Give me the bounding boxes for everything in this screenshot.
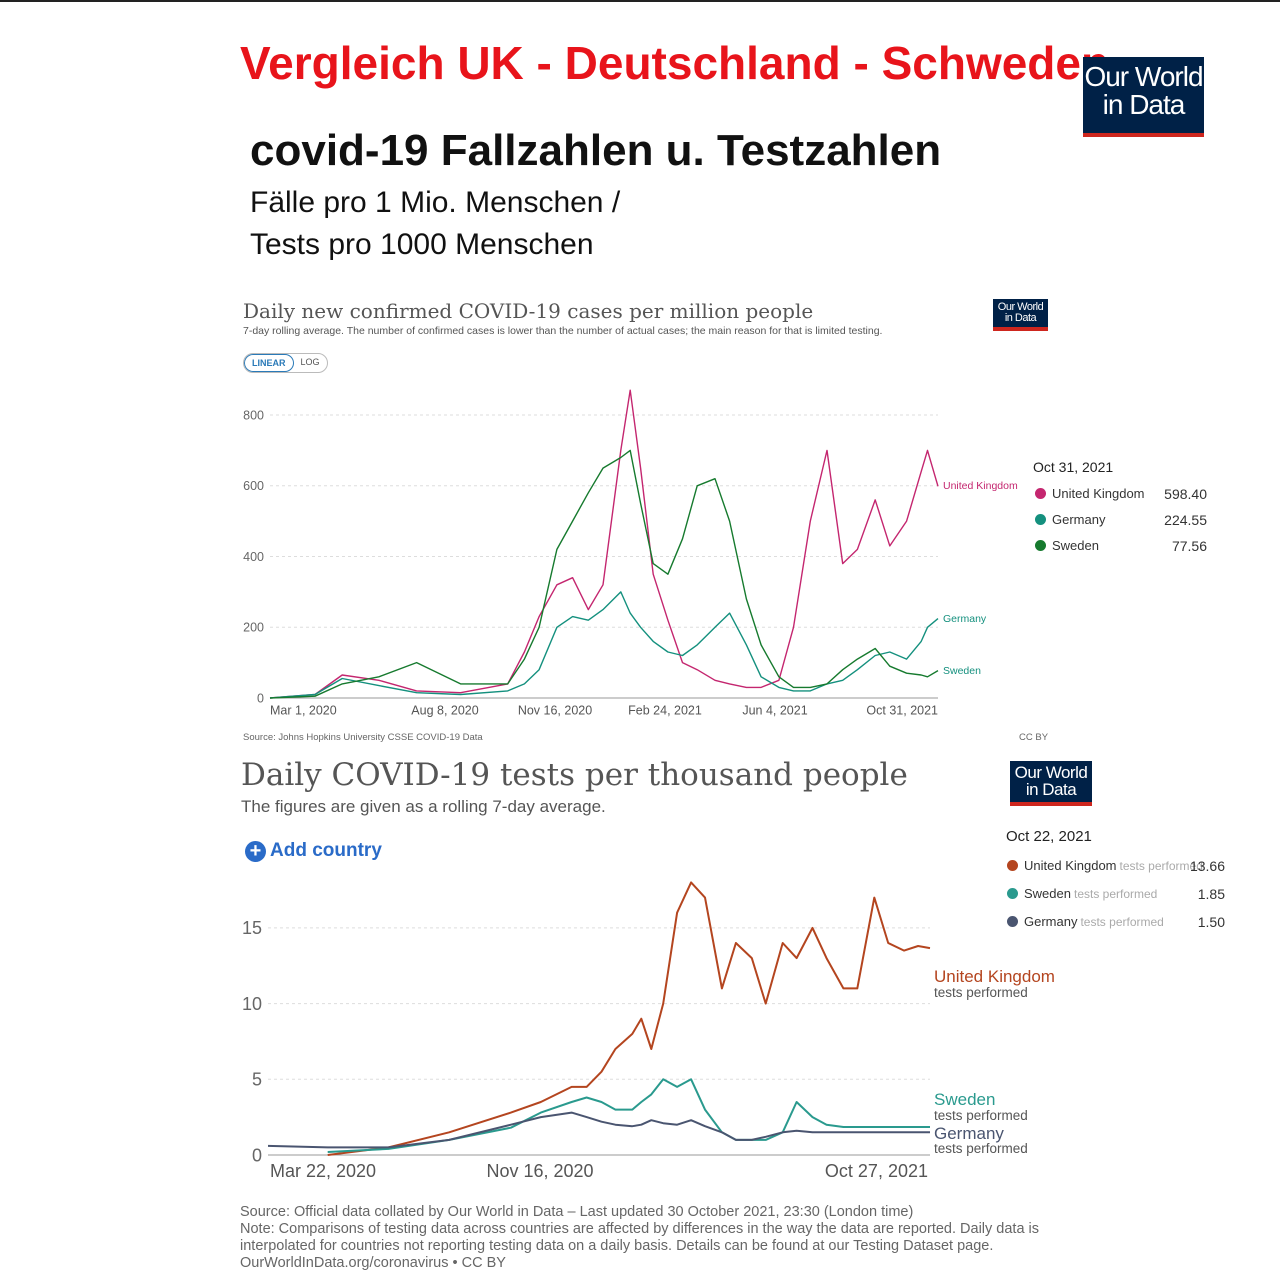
legend-color-dot [1007,916,1018,927]
y-tick-label: 10 [242,994,262,1014]
legend-color-dot [1007,888,1018,899]
series-end-label: Sweden [943,665,981,677]
series-end-label: tests performed [934,1141,1028,1156]
legend-color-dot [1035,488,1046,499]
chart1-title: Daily new confirmed COVID-19 cases per m… [243,299,814,323]
add-country-label: Add country [270,840,382,861]
legend-item[interactable]: Germany tests performed [1007,914,1164,929]
y-tick-label: 600 [243,479,264,493]
chart1-source: Source: Johns Hopkins University CSSE CO… [243,732,483,743]
x-tick-label: Nov 16, 2020 [518,704,592,718]
chart1-subtitle: 7-day rolling average. The number of con… [243,325,883,337]
x-tick-label: Oct 31, 2021 [866,704,938,718]
series-end-label: Germany [934,1124,1004,1143]
x-tick-label: Mar 22, 2020 [270,1161,376,1181]
legend-item[interactable]: United Kingdom tests performed [1007,858,1203,873]
footer-url[interactable]: OurWorldInData.org/coronavirus • CC BY [240,1255,506,1271]
series-end-label: United Kingdom [934,967,1055,986]
x-tick-label: Mar 1, 2020 [270,704,337,718]
x-tick-label: Aug 8, 2020 [411,704,478,718]
series-line [327,1078,930,1153]
legend-suffix: tests performed [1080,914,1164,929]
x-tick-label: Feb 24, 2021 [628,704,702,718]
y-tick-label: 800 [243,408,264,422]
y-tick-label: 0 [252,1145,262,1165]
x-tick-label: Nov 16, 2020 [486,1161,593,1181]
legend-color-dot [1035,540,1046,551]
chart2-legend-date: Oct 22, 2021 [1006,828,1092,845]
legend-name: Sweden [1052,538,1099,553]
legend-value: 1.85 [1197,886,1225,902]
legend-suffix: tests performed [1119,858,1203,873]
linear-toggle-button[interactable]: LINEAR [244,354,294,372]
legend-suffix: tests performed [1073,886,1158,901]
legend-item[interactable]: United Kingdom [1035,486,1145,501]
legend-name: United Kingdom [1024,858,1117,873]
chart2-title: Daily COVID-19 tests per thousand people [241,757,908,793]
legend-name: United Kingdom [1052,486,1145,501]
x-tick-label: Oct 27, 2021 [825,1161,928,1181]
legend-item[interactable]: Sweden tests performed [1007,886,1157,901]
series-end-label: United Kingdom [943,480,1018,492]
legend-value: 598.40 [1164,486,1207,502]
legend-name: Germany [1024,914,1078,929]
chart2-footer: Source: Official data collated by Our Wo… [240,1204,1060,1272]
y-tick-label: 15 [242,918,262,938]
series-end-label: tests performed [934,1108,1028,1123]
subtitle-line-2: Tests pro 1000 Menschen [250,228,594,261]
legend-item[interactable]: Sweden [1035,538,1099,553]
series-line [267,1111,930,1149]
series-line [269,591,939,699]
legend-item[interactable]: Germany [1035,512,1105,527]
y-tick-label: 5 [252,1070,262,1090]
legend-value: 77.56 [1171,538,1207,554]
legend-color-dot [1035,514,1046,525]
legend-value: 224.55 [1164,512,1207,528]
series-line [327,881,931,1156]
owid-logo: Our World in Data [1083,57,1204,137]
y-tick-label: 200 [243,621,264,635]
add-country-button[interactable]: + Add country [245,840,382,862]
owid-logo-small: Our World in Data [993,299,1048,331]
series-end-label: Sweden [934,1090,995,1109]
page-subtitle: covid-19 Fallzahlen u. Testzahlen [250,126,942,175]
footer-source: Source: Official data collated by Our Wo… [240,1204,914,1220]
subtitle-line-1: Fälle pro 1 Mio. Menschen / [250,186,621,219]
plus-icon: + [245,840,266,862]
series-line [269,389,939,699]
legend-color-dot [1007,860,1018,871]
chart2-subtitle: The figures are given as a rolling 7-day… [241,797,606,816]
footer-note: Note: Comparisons of testing data across… [240,1221,1040,1254]
series-line [269,449,939,699]
legend-name: Germany [1052,512,1106,527]
scale-toggle: LINEAR LOG [243,353,328,373]
legend-value: 1.50 [1197,914,1225,930]
series-end-label: tests performed [934,985,1028,1000]
chart1-legend-date: Oct 31, 2021 [1033,459,1114,475]
y-tick-label: 400 [243,550,264,564]
owid-logo-medium: Our World in Data [1010,761,1092,806]
x-tick-label: Jun 4, 2021 [742,704,807,718]
log-toggle-button[interactable]: LOG [300,357,320,367]
y-tick-label: 0 [257,691,264,705]
chart1-license: CC BY [1019,732,1049,743]
series-end-label: Germany [943,613,987,625]
top-border [0,0,1280,2]
page-title: Vergleich UK - Deutschland - Schweden [240,37,1110,89]
legend-name: Sweden [1024,886,1071,901]
legend-value: 13.66 [1189,858,1225,874]
